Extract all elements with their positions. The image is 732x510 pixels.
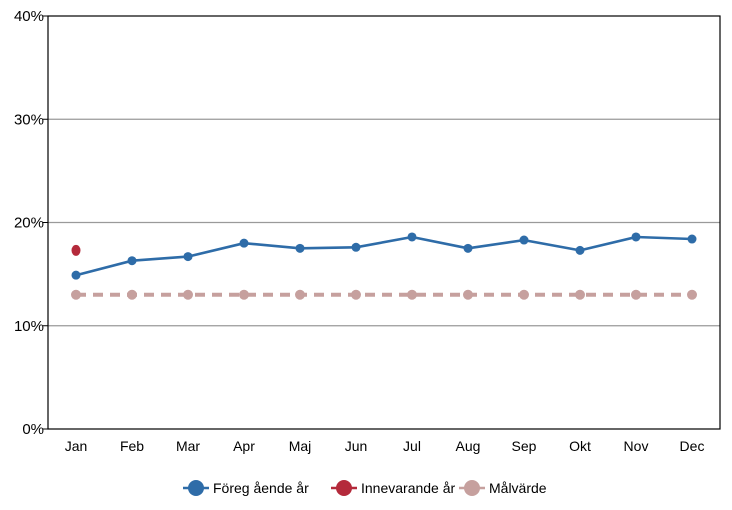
- data-point: [127, 256, 137, 266]
- x-tick-label: Maj: [289, 438, 312, 454]
- y-tick-label: 10%: [14, 318, 44, 335]
- legend-swatch-marker: [464, 480, 480, 496]
- legend-label: Innevarande år: [361, 480, 456, 496]
- series-layer: [71, 232, 697, 300]
- x-tick-label: Sep: [512, 438, 537, 454]
- x-tick-label: Feb: [120, 438, 144, 454]
- y-tick-label: 0%: [22, 421, 44, 438]
- data-point: [575, 289, 585, 300]
- grid-layer: [48, 118, 720, 327]
- y-tick-label: 20%: [14, 215, 44, 232]
- data-point: [295, 289, 305, 300]
- data-point: [71, 244, 81, 256]
- data-point: [575, 245, 585, 255]
- x-tick-label: Dec: [680, 438, 705, 454]
- x-tick-label: Okt: [569, 438, 591, 454]
- series-2: [71, 289, 697, 300]
- y-tick-label: 40%: [14, 8, 44, 25]
- data-point: [519, 289, 529, 300]
- data-point: [687, 234, 697, 244]
- plot-frame: [47, 15, 721, 430]
- data-point: [631, 289, 641, 300]
- data-point: [71, 289, 81, 300]
- data-point: [463, 243, 473, 253]
- x-tick-label: Mar: [176, 438, 200, 454]
- data-point: [127, 289, 137, 300]
- legend-item: Föreg ående år: [183, 480, 309, 496]
- legend-label: Föreg ående år: [213, 480, 309, 496]
- data-point: [351, 289, 361, 300]
- legend-item: Innevarande år: [331, 480, 456, 496]
- data-point: [463, 289, 473, 300]
- data-point: [351, 242, 361, 252]
- data-point: [519, 235, 529, 245]
- x-tick-label: Apr: [233, 438, 255, 454]
- data-point: [239, 238, 249, 248]
- legend-item: Målvärde: [459, 480, 547, 496]
- series-1: [71, 244, 81, 256]
- data-point: [239, 289, 249, 300]
- axis-layer: 0% 10% 20% 30% 40% Jan Feb Mar Apr Maj Jun Jul Aug Se…: [14, 8, 721, 454]
- legend-swatch-marker: [336, 480, 352, 496]
- data-point: [687, 289, 697, 300]
- data-point: [295, 243, 305, 253]
- x-tick-label: Jun: [345, 438, 368, 454]
- x-tick-label: Jul: [403, 438, 421, 454]
- y-tick-label: 30%: [14, 111, 44, 128]
- data-point: [407, 289, 417, 300]
- legend-label: Målvärde: [489, 480, 547, 496]
- x-tick-label: Jan: [65, 438, 88, 454]
- x-tick-label: Nov: [624, 438, 649, 454]
- data-point: [407, 232, 417, 242]
- legend-swatch-marker: [188, 480, 204, 496]
- series-line: [75, 235, 693, 277]
- data-point: [183, 289, 193, 300]
- data-point: [71, 270, 81, 280]
- x-tick-label: Aug: [456, 438, 481, 454]
- series-0: [71, 232, 697, 280]
- data-point: [631, 232, 641, 242]
- legend: Föreg ående år Innevarande år Målvärde: [183, 480, 547, 496]
- data-point: [183, 252, 193, 262]
